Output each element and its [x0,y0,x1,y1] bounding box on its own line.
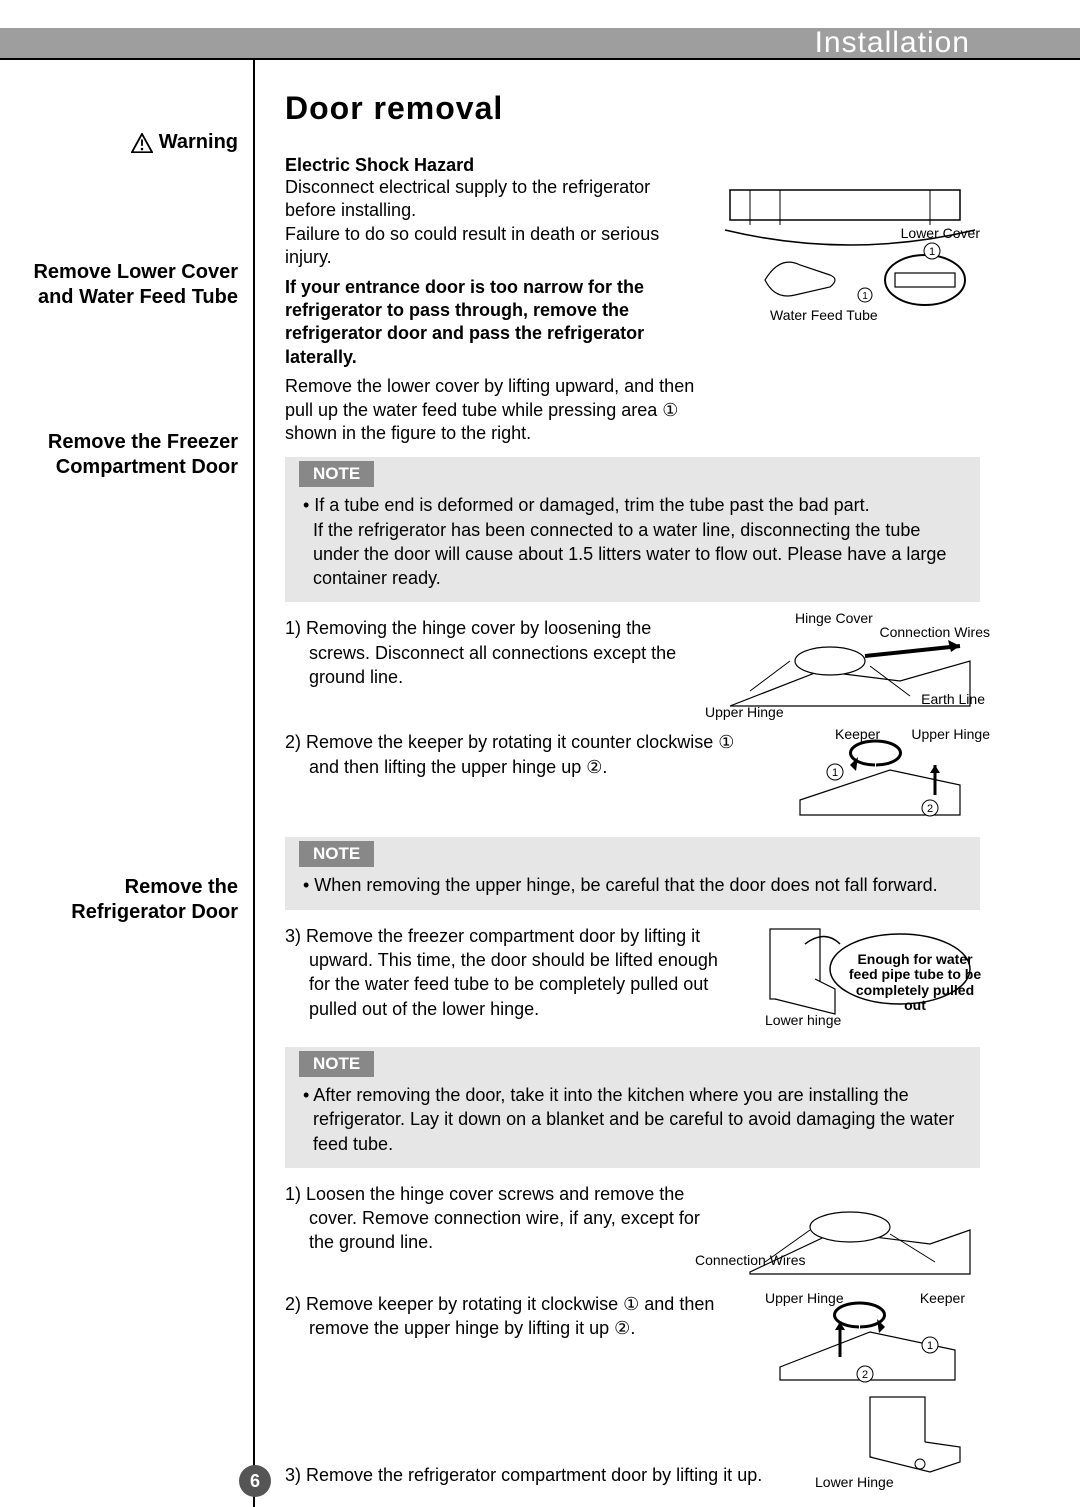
fridge-step2: 2) Remove keeper by rotating it clockwis… [285,1292,744,1341]
page-title: Door removal [285,90,980,127]
fig2-earth-line: Earth Line [921,691,985,707]
figure-lower-cover: 1 1 Lower Cover Water Feed Tube [720,185,980,345]
page-body: Warning Remove Lower Cover and Water Fee… [0,58,1080,1507]
freezer-step3-row: 3) Remove the freezer compartment door b… [285,924,980,1035]
figure-lower-hinge: Lower hinge Enough for water feed pipe t… [750,924,980,1024]
header-bar: Installation [0,28,1080,58]
fig2-conn-wires: Connection Wires [880,624,991,640]
figure-hinge-cover: Hinge Cover Connection Wires Upper Hinge… [720,616,980,726]
header-section: Installation [815,26,970,60]
fig2-upper-hinge: Upper Hinge [705,704,784,720]
freezer-step1: 1) Removing the hinge cover by loosening… [285,616,704,689]
fig3-conn-wires: Connection Wires [695,1252,775,1268]
sidebar-freezer-door: Remove the Freezer Compartment Door [20,430,238,480]
figure-fridge-keeper: 1 2 Upper Hinge Keeper [760,1292,980,1392]
note-3-text: • After removing the door, take it into … [285,1083,980,1156]
fig3-upper-hinge: Upper Hinge [765,1290,844,1306]
fig2-keeper: Keeper [835,726,880,742]
fridge-step3: 3) Remove the refrigerator compartment d… [285,1463,784,1487]
fridge-step3-row: 3) Remove the refrigerator compartment d… [285,1392,980,1487]
warning-line1: Disconnect electrical supply to the refr… [285,176,704,223]
fig2-upper-hinge2: Upper Hinge [911,726,990,742]
figure-keeper: 1 2 Keeper Upper Hinge [780,730,980,825]
figure-fridge-hinge: Connection Wires [720,1182,980,1292]
fig3-lower-hinge: Lower Hinge [815,1474,894,1490]
page-number: 6 [239,1465,271,1497]
note-2-label: NOTE [299,841,374,867]
fridge-step1: 1) Loosen the hinge cover screws and rem… [285,1182,704,1255]
figure-fridge-lower-hinge: Lower Hinge [800,1392,980,1487]
fig2-enough-label: Enough for water feed pipe tube to be co… [845,952,985,1014]
freezer-step2-row: 2) Remove the keeper by rotating it coun… [285,730,980,825]
main-content: Door removal Electric Shock Hazard Disco… [255,60,1080,1507]
svg-text:2: 2 [862,1369,868,1381]
freezer-step3: 3) Remove the freezer compartment door b… [285,924,734,1021]
svg-text:1: 1 [832,767,838,779]
warning-heading: Electric Shock Hazard [285,155,704,176]
fig1-lower-cover-label: Lower Cover [901,225,980,241]
fridge-step2-row: 2) Remove keeper by rotating it clockwis… [285,1292,980,1392]
sidebar-warning-label: Warning [159,130,238,155]
lower-cover-text: Remove the lower cover by lifting upward… [285,375,704,445]
freezer-step2: 2) Remove the keeper by rotating it coun… [285,730,764,779]
fig1-water-feed-label: Water Feed Tube [770,307,878,323]
warning-section: Electric Shock Hazard Disconnect electri… [285,155,980,445]
fig2-hinge-cover: Hinge Cover [795,610,873,626]
warning-line2: Failure to do so could result in death o… [285,223,704,270]
freezer-step1-row: 1) Removing the hinge cover by loosening… [285,616,980,726]
note-1: NOTE • If a tube end is deformed or dama… [285,457,980,602]
note-3-label: NOTE [299,1051,374,1077]
fig3-keeper: Keeper [920,1290,965,1306]
warning-icon [131,133,153,153]
sidebar: Warning Remove Lower Cover and Water Fee… [0,60,255,1507]
note-2-text: • When removing the upper hinge, be care… [285,873,980,897]
sidebar-warning: Warning [20,130,238,155]
note-1-label: NOTE [299,461,374,487]
narrow-door-note: If your entrance door is too narrow for … [285,276,704,370]
sidebar-lower-cover: Remove Lower Cover and Water Feed Tube [20,260,238,310]
fridge-step1-row: 1) Loosen the hinge cover screws and rem… [285,1182,980,1292]
note-2: NOTE • When removing the upper hinge, be… [285,837,980,909]
svg-text:1: 1 [927,1340,933,1352]
svg-text:1: 1 [862,291,868,302]
note-1-text: • If a tube end is deformed or damaged, … [285,493,980,590]
sidebar-fridge-door: Remove the Refrigerator Door [20,875,238,925]
fig2-lower-hinge: Lower hinge [765,1012,841,1028]
svg-text:2: 2 [927,803,933,815]
note-3: NOTE • After removing the door, take it … [285,1047,980,1168]
svg-text:1: 1 [929,246,935,258]
